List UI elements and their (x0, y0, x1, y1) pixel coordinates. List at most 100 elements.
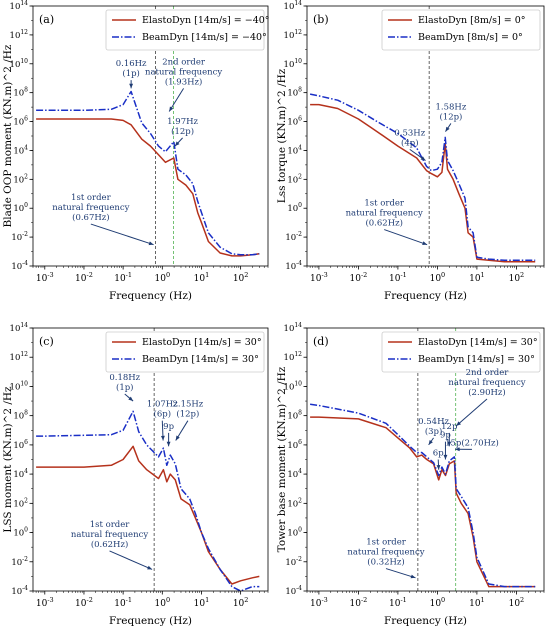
y-tick-label: 104 (287, 144, 302, 156)
annotation-text: natural frequency (448, 378, 525, 388)
series-group (36, 411, 259, 591)
annotation-text: 0.16Hz (116, 59, 147, 69)
annotation-text: (1p) (122, 68, 139, 79)
annotation-text: (12p) (171, 126, 194, 137)
x-tick-label: 10-3 (310, 596, 328, 609)
y-tick-label: 1010 (284, 58, 303, 70)
legend: ElastoDyn [14m/s] = 30°BeamDyn [14m/s] =… (382, 332, 540, 372)
y-tick-label: 1014 (10, 322, 29, 334)
series-line-1 (310, 94, 535, 260)
y-axis-label: Tower base moment (KN.m)^2 /Hz (276, 366, 288, 552)
y-tick-label: 10-2 (285, 556, 302, 568)
annotation-1: 1.58Hz(12p) (436, 102, 467, 131)
annotation-arrowhead (411, 575, 416, 579)
x-tick-label: 101 (194, 271, 210, 284)
annotation-arrowhead (167, 442, 171, 447)
y-tick-label: 102 (13, 497, 28, 509)
x-tick-label: 100 (430, 596, 446, 609)
y-axis-label: Blade OOP moment (KN.m)^2 /Hz (2, 44, 14, 227)
x-tick-label: 100 (154, 271, 170, 284)
annotation-text: (1p) (116, 382, 133, 393)
annotation-text: 2.15Hz (172, 400, 203, 410)
annotation-text: (6p) (154, 409, 171, 420)
series-line-0 (310, 417, 535, 586)
x-tick-label: 10-1 (114, 271, 132, 284)
annotation-text: natural frequency (346, 209, 423, 219)
annotation-arrow (384, 230, 427, 245)
annotation-0: 0.18Hz(1p) (109, 373, 140, 401)
series-line-1 (36, 411, 259, 591)
y-tick-label: 108 (287, 87, 302, 99)
x-tick-label: 10-3 (36, 271, 54, 284)
y-tick-label: 100 (287, 527, 302, 539)
y-tick-label: 10-4 (285, 260, 302, 272)
annotation-arrowhead (129, 84, 133, 89)
y-tick-label: 100 (287, 202, 302, 214)
annotation-text: (4p) (401, 137, 418, 148)
legend: ElastoDyn [14m/s] = 30° BeamDyn [14m/s] =… (106, 332, 264, 372)
series-group (36, 92, 259, 256)
y-tick-label: 102 (13, 173, 28, 185)
annotation-3: 2.15Hz(12p) (172, 400, 203, 441)
annotation-0: 0.16Hz(1p) (116, 59, 147, 88)
x-axis-label: Frequency (Hz) (109, 615, 192, 627)
y-tick-label: 1012 (10, 351, 29, 363)
annotation-text: 1st order (90, 520, 131, 530)
annotation-text: (0.67Hz) (72, 212, 109, 223)
legend-label-0: ElastoDyn [14m/s] = 30° (418, 337, 538, 348)
annotation-arrow (386, 569, 416, 578)
y-tick-label: 106 (13, 116, 28, 128)
series-group (310, 404, 535, 586)
legend-label-0: ElastoDyn [14m/s] = 30° (142, 337, 262, 348)
panel-label: (c) (39, 335, 54, 348)
annotation-text: (2.90Hz) (468, 387, 505, 398)
y-tick-label: 102 (287, 173, 302, 185)
annotation-text: 2nd order (162, 57, 206, 67)
annotation-text: 12p (441, 422, 458, 432)
annotation-text: natural frequency (347, 548, 424, 558)
series-line-1 (36, 92, 259, 255)
y-tick-label: 10-4 (11, 585, 28, 597)
y-tick-label: 108 (13, 87, 28, 99)
y-tick-label: 1014 (284, 322, 303, 334)
annotation-arrow (110, 551, 153, 569)
annotation-text: 1st order (364, 199, 405, 209)
x-tick-label: 102 (233, 596, 249, 609)
panel-label: (d) (313, 335, 329, 348)
annotation-text: natural frequency (52, 203, 129, 213)
annotation-text: 1st order (366, 538, 407, 548)
annotation-5: 15p(2.70Hz) (445, 437, 499, 451)
y-tick-label: 1014 (284, 0, 303, 12)
y-tick-label: 108 (287, 410, 302, 422)
panel-label: (a) (39, 13, 54, 26)
x-tick-label: 100 (430, 271, 446, 284)
x-tick-label: 102 (509, 596, 525, 609)
y-tick-label: 106 (287, 439, 302, 451)
x-tick-label: 10-1 (389, 271, 407, 284)
annotation-arrowhead (437, 465, 441, 470)
y-tick-label: 10-2 (11, 556, 28, 568)
annotation-arrowhead (444, 455, 448, 460)
y-tick-label: 100 (13, 202, 28, 214)
x-tick-label: 100 (154, 596, 170, 609)
x-axis-label: Frequency (Hz) (384, 290, 467, 302)
x-tick-label: 10-2 (349, 271, 367, 284)
x-tick-label: 10-1 (114, 596, 132, 609)
y-tick-label: 100 (13, 527, 28, 539)
annotation-text: 1.58Hz (436, 102, 467, 112)
series-line-0 (36, 446, 259, 584)
legend-label-1: BeamDyn [14m/s] = 30° (142, 354, 259, 365)
x-tick-label: 10-1 (389, 596, 407, 609)
annotation-text: 1.97Hz (167, 117, 198, 127)
legend-label-0: ElastoDyn [8m/s] = 0° (418, 15, 526, 26)
annotation-text: (0.62Hz) (91, 539, 128, 550)
